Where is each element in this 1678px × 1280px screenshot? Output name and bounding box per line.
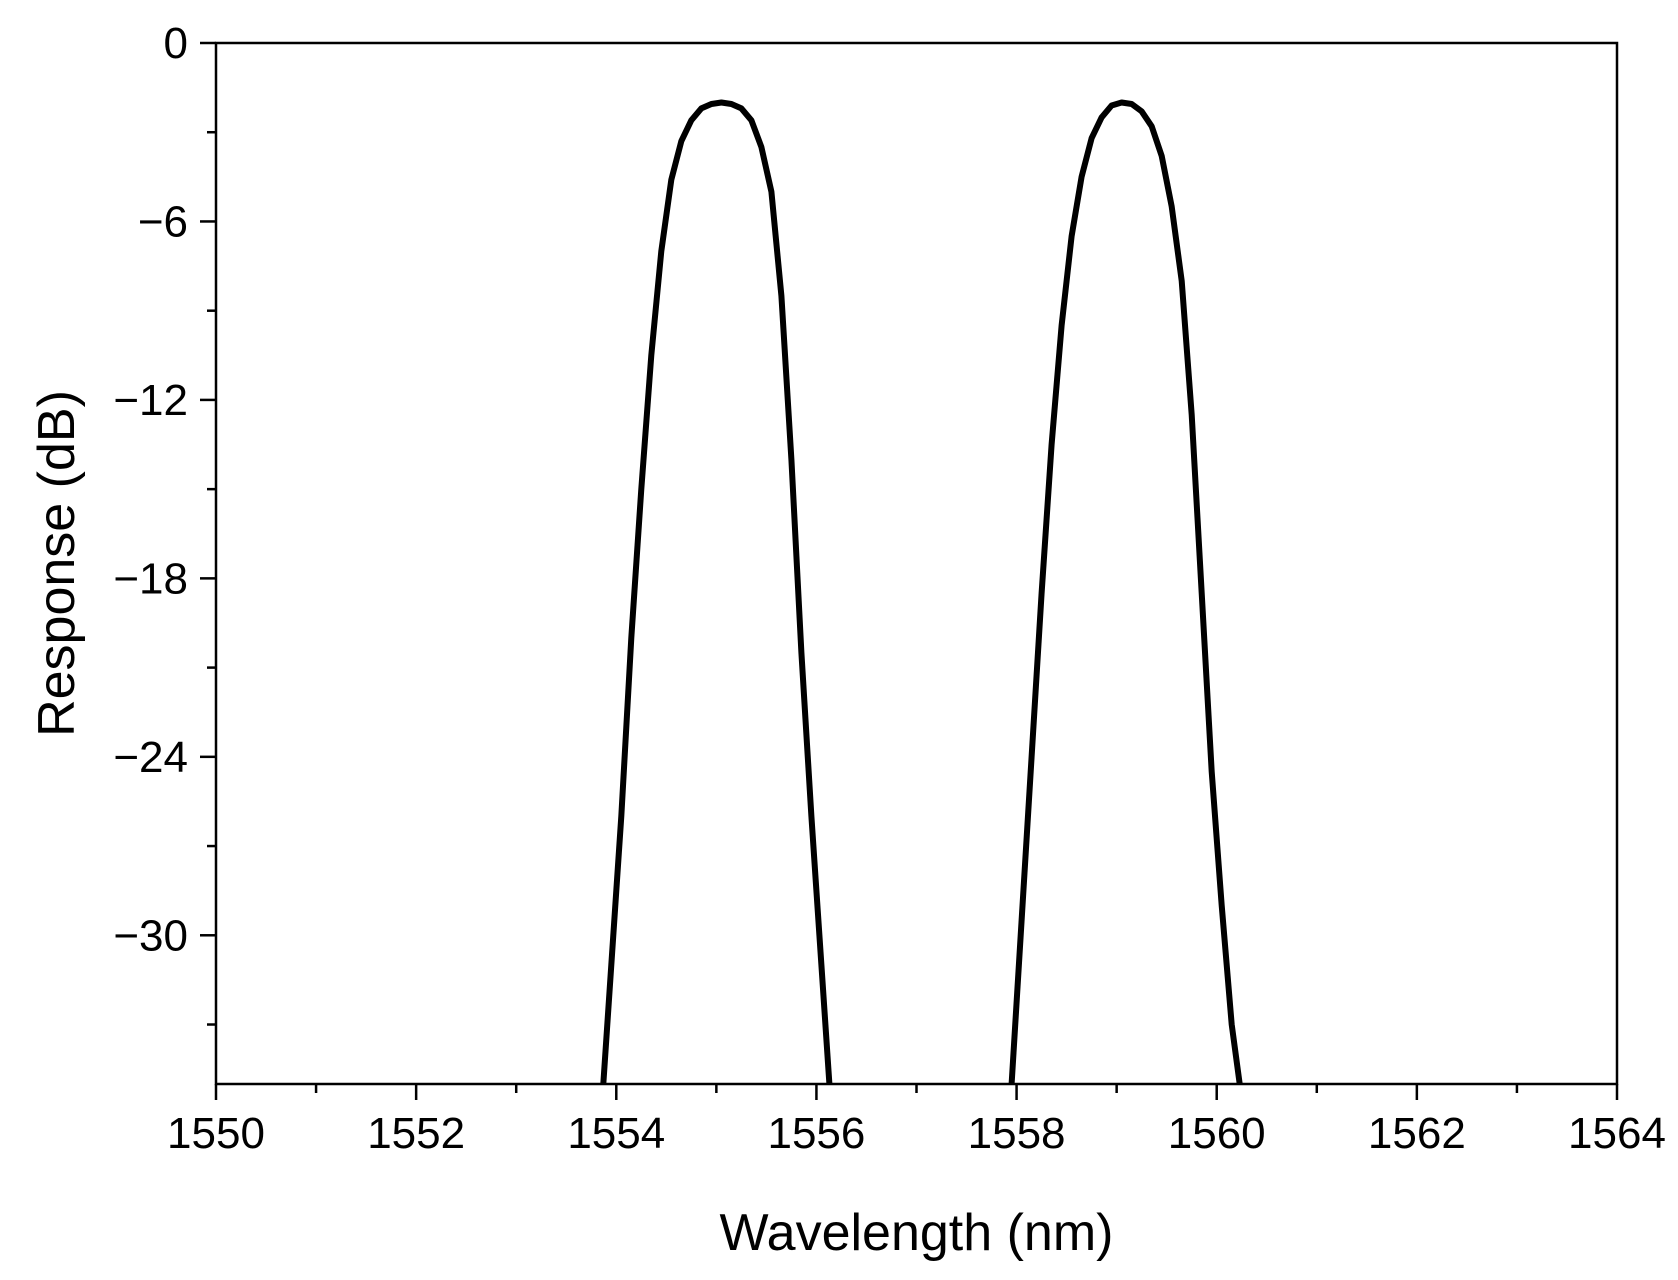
y-tick-label: −30	[113, 911, 188, 960]
x-tick-label: 1562	[1368, 1109, 1466, 1158]
x-axis-ticks: 1550 1552 1554 1556 1558 1560 1562 1564	[167, 1084, 1666, 1158]
plot-frame	[214, 41, 1619, 1086]
series-line-2	[1008, 99, 1243, 1085]
x-tick-label: 1554	[567, 1109, 665, 1158]
y-axis-title: Response (dB)	[28, 390, 86, 737]
x-tick-label: 1560	[1168, 1109, 1266, 1158]
series-layer	[600, 99, 1243, 1085]
x-tick-label: 1564	[1568, 1109, 1666, 1158]
y-tick-label: −24	[113, 733, 188, 782]
y-tick-label: 0	[164, 19, 188, 68]
x-tick-label: 1552	[367, 1109, 465, 1158]
y-tick-label: −18	[113, 554, 188, 603]
y-axis-ticks: 0 −6 −12 −18 −24 −30	[113, 19, 216, 1026]
x-tick-label: 1550	[167, 1109, 265, 1158]
y-tick-label: −12	[113, 376, 188, 425]
x-tick-label: 1556	[767, 1109, 865, 1158]
y-tick-label: −6	[138, 197, 188, 246]
x-axis-title: Wavelength (nm)	[720, 1204, 1114, 1262]
series-line-1	[600, 99, 833, 1085]
x-tick-label: 1558	[968, 1109, 1066, 1158]
